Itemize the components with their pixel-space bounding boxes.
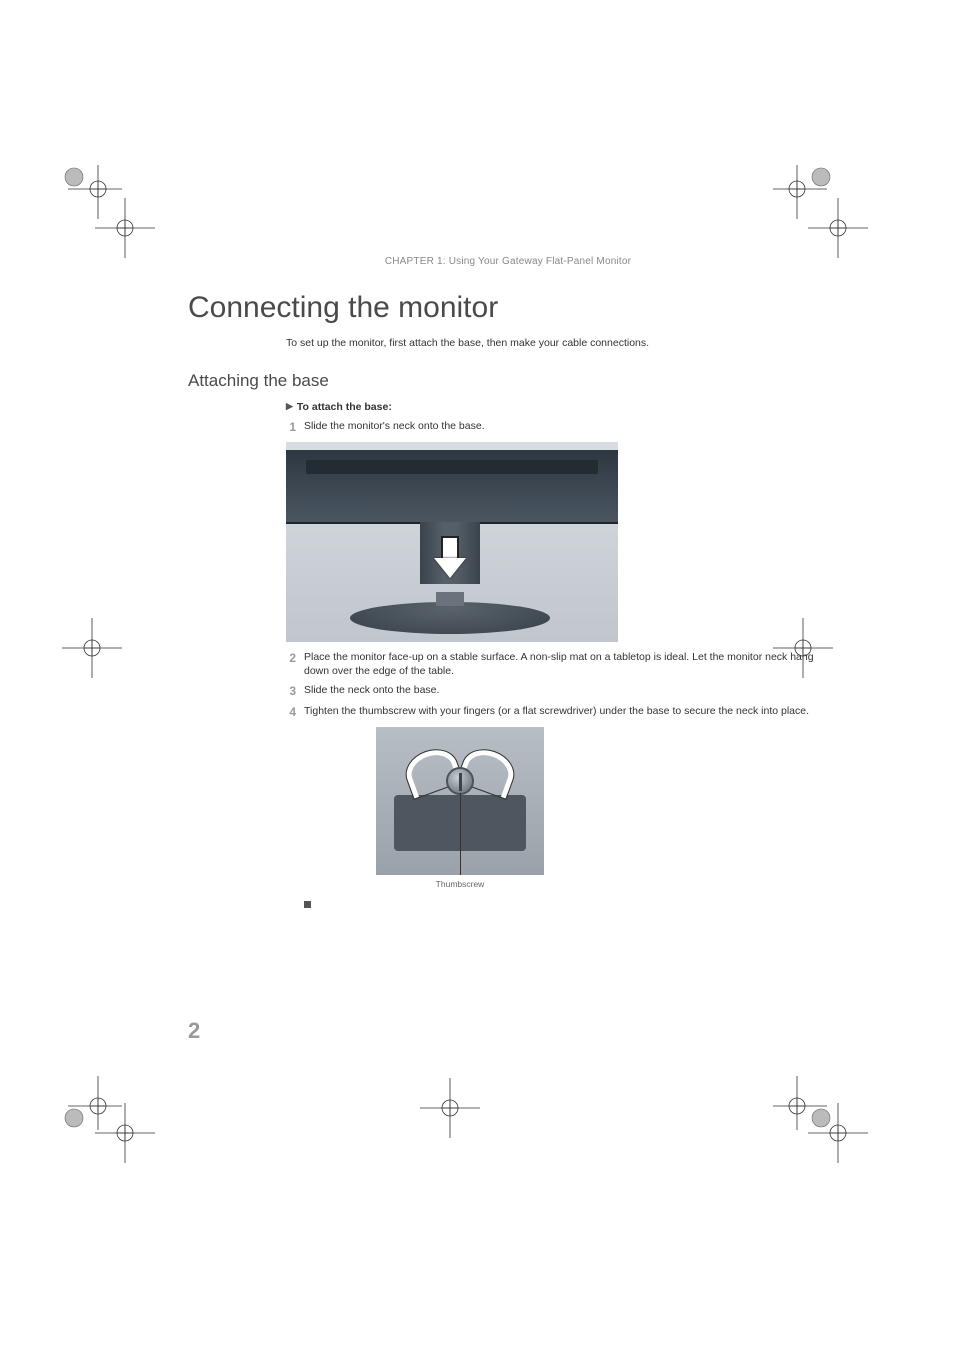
figure-caption: Thumbscrew [376,879,544,889]
crop-mark-icon [95,198,155,258]
crop-mark-icon [95,1103,155,1163]
crop-mark-icon [808,198,868,258]
crop-mark-icon [808,1103,868,1163]
page-number: 2 [188,1018,200,1044]
triangle-icon: ▶ [286,401,293,411]
section-title: Attaching the base [188,371,828,391]
step-text: Tighten the thumbscrew with your fingers… [304,704,828,721]
figure-thumbscrew-icon [376,727,544,875]
step-row: 1 Slide the monitor's neck onto the base… [286,419,828,436]
thumbscrew-icon [446,767,474,795]
step-text: Place the monitor face-up on a stable su… [304,650,828,679]
end-of-procedure-icon [304,901,311,908]
chapter-header: CHAPTER 1: Using Your Gateway Flat-Panel… [188,256,828,267]
figure-1 [286,442,828,642]
crop-mark-icon [420,1078,480,1138]
step-number: 4 [286,704,304,721]
step-row: 2 Place the monitor face-up on a stable … [286,650,828,679]
step-number: 2 [286,650,304,679]
crop-mark-icon [62,618,122,678]
procedure-label: To attach the base: [297,401,392,413]
step-number: 3 [286,683,304,700]
page-title: Connecting the monitor [188,291,828,325]
figure-2: Thumbscrew [376,727,544,889]
intro-text: To set up the monitor, first attach the … [286,337,828,349]
step-number: 1 [286,419,304,436]
page-content: CHAPTER 1: Using Your Gateway Flat-Panel… [188,256,828,908]
procedure-header: ▶ To attach the base: [286,401,828,413]
step-text: Slide the neck onto the base. [304,683,828,700]
step-row: 4 Tighten the thumbscrew with your finge… [286,704,828,721]
step-row: 3 Slide the neck onto the base. [286,683,828,700]
arrow-down-icon [434,538,466,582]
step-text: Slide the monitor's neck onto the base. [304,419,828,436]
figure-monitor-base-icon [286,442,618,642]
